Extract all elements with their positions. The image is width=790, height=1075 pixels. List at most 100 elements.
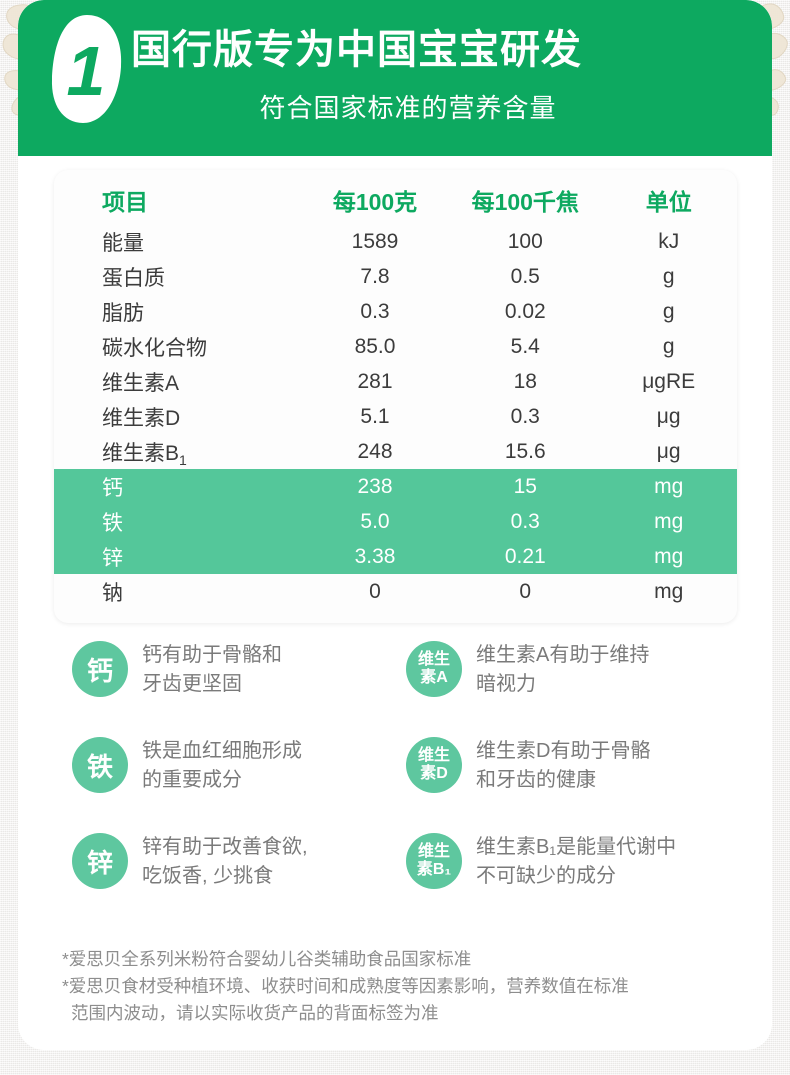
cell-per-100g: 1589 (351, 229, 399, 253)
cell-per-100kj: 18 (513, 369, 537, 393)
table-row: 碳水化合物 85.0 5.4 g (54, 329, 737, 364)
cell-unit: g (662, 334, 675, 358)
nutrient-badge-label: 素A (420, 669, 448, 686)
cell-unit: mg (654, 544, 684, 568)
nutrient-badge-icon: 钙 (72, 641, 128, 697)
benefit-item: 锌锌有助于改善食欲, 吃饭香, 少挑食 (72, 830, 402, 891)
cell-per-100kj: 0 (519, 579, 532, 603)
benefit-item: 维生 素B₁ 维生素B₁是能量代谢中 不可缺少的成分 (406, 830, 736, 891)
cell-per-100g: 281 (357, 369, 393, 393)
benefit-item: 钙钙有助于骨骼和 牙齿更坚固 (72, 638, 402, 699)
column-header-per-100g: 每100克 (332, 189, 418, 215)
cell-nutrient-name: 蛋白质 (102, 266, 165, 290)
cell-nutrient-name-subscript: 1 (179, 451, 187, 468)
cell-unit: μg (656, 404, 681, 428)
benefit-description: 锌有助于改善食欲, 吃饭香, 少挑食 (142, 836, 308, 887)
table-row: 钙 238 15 mg (54, 469, 737, 504)
nutrient-badge-label: 钙 (86, 655, 113, 686)
benefit-item: 铁铁是血红细胞形成 的重要成分 (72, 734, 402, 795)
table-header: 项目 每100克 每100千焦 单位 (54, 170, 737, 224)
column-header-per-100kj: 每100千焦 (471, 189, 579, 215)
cell-per-100kj: 15.6 (504, 439, 546, 463)
cell-nutrient-name: 钙 (102, 476, 123, 500)
nutrient-badge-label: 维生 (417, 747, 450, 764)
nutrient-badge-label: 素B₁ (416, 861, 452, 878)
cell-unit: kJ (658, 229, 680, 253)
cell-per-100g: 238 (357, 474, 393, 498)
cell-per-100g: 0 (369, 579, 381, 603)
cell-per-100kj: 0.5 (510, 264, 540, 288)
cell-per-100kj: 5.4 (510, 334, 540, 358)
table-row: 维生素D 5.1 0.3 μg (54, 399, 737, 434)
nutrition-table-card: 项目 每100克 每100千焦 单位 能量 1589 100 kJ 蛋白质 7.8 0.5 g… (54, 170, 737, 623)
nutrient-badge-icon: 维生 素A (406, 641, 462, 697)
table-body: 能量 1589 100 kJ 蛋白质 7.8 0.5 g 脂肪 0.3 0.02 g 碳水化合物 85.0… (54, 224, 737, 609)
benefit-item: 维生 素A 维生素A有助于维持 暗视力 (406, 638, 736, 699)
nutrient-badge-label: 维生 (417, 843, 450, 860)
table-row: 钠 0 0 mg (54, 574, 737, 609)
nutrient-badge-icon: 维生 素D (406, 737, 462, 793)
nutrient-badge-label: 锌 (86, 847, 113, 878)
table-row: 维生素B1 248 15.6 μg (54, 434, 737, 469)
cell-per-100kj: 0.21 (504, 544, 546, 568)
cell-per-100g: 5.0 (360, 509, 390, 533)
section-header-banner: 1 国行版专为中国宝宝研发 符合国家标准的营养含量 (18, 0, 772, 156)
cell-unit: g (662, 299, 675, 323)
table-row: 锌 3.38 0.21 mg (54, 539, 737, 574)
cell-nutrient-name: 维生素B1 (102, 441, 187, 468)
table-row: 能量 1589 100 kJ (54, 224, 737, 259)
cell-nutrient-name: 碳水化合物 (102, 336, 207, 360)
nutrient-badge-label: 铁 (86, 751, 113, 782)
cell-unit: μgRE (642, 369, 696, 393)
column-header-unit: 单位 (645, 189, 692, 215)
nutrient-badge-label: 素D (420, 765, 448, 782)
table-row: 脂肪 0.3 0.02 g (54, 294, 737, 329)
cell-per-100g: 7.8 (360, 264, 390, 288)
footnote-line: *爱思贝全系列米粉符合婴幼儿谷类辅助食品国家标准 (62, 949, 472, 969)
cell-nutrient-name: 钠 (102, 581, 123, 605)
cell-unit: mg (654, 509, 684, 533)
benefit-description: 维生素D有助于骨骼 和牙齿的健康 (476, 740, 651, 791)
cell-per-100kj: 0.3 (510, 509, 540, 533)
footnotes: *爱思贝全系列米粉符合婴幼儿谷类辅助食品国家标准 *爱思贝食材受种植环境、收获时间… (62, 946, 752, 1027)
table-row: 维生素A 281 18 μgRE (54, 364, 737, 399)
cell-unit: mg (654, 579, 684, 603)
cell-per-100g: 5.1 (360, 404, 390, 428)
nutrition-table: 项目 每100克 每100千焦 单位 能量 1589 100 kJ 蛋白质 7.8 0.5 g… (54, 170, 737, 609)
cell-nutrient-name: 铁 (102, 511, 123, 535)
cell-per-100kj: 100 (507, 229, 543, 253)
cell-nutrient-name: 维生素D (102, 406, 181, 430)
cell-unit: μg (656, 439, 681, 463)
footnote-line: 范围内波动，请以实际收货产品的背面标签为准 (71, 1003, 439, 1023)
table-row: 铁 5.0 0.3 mg (54, 504, 737, 539)
nutrient-badge-icon: 铁 (72, 737, 128, 793)
cell-per-100kj: 15 (513, 474, 537, 498)
table-header-row: 项目 每100克 每100千焦 单位 (54, 170, 737, 224)
cell-per-100kj: 0.02 (504, 299, 546, 323)
cell-unit: g (662, 264, 675, 288)
cell-nutrient-name: 维生素A (102, 371, 180, 395)
benefit-description: 铁是血红细胞形成 的重要成分 (142, 740, 302, 791)
page-subtitle: 符合国家标准的营养含量 (259, 93, 557, 123)
cell-per-100g: 0.3 (360, 299, 390, 323)
step-number-text: 1 (67, 32, 106, 110)
page-title: 国行版专为中国宝宝研发 (131, 28, 582, 72)
cell-per-100g: 85.0 (354, 334, 396, 358)
cell-per-100g: 3.38 (354, 544, 396, 568)
benefit-description: 维生素B₁是能量代谢中 不可缺少的成分 (476, 836, 677, 887)
cell-per-100kj: 0.3 (510, 404, 540, 428)
benefit-description: 维生素A有助于维持 暗视力 (476, 644, 650, 695)
nutrient-badge-icon: 锌 (72, 833, 128, 889)
cell-per-100g: 248 (357, 439, 393, 463)
cell-nutrient-name: 锌 (102, 546, 123, 570)
nutrient-badge-icon: 维生 素B₁ (406, 833, 462, 889)
cell-nutrient-name: 脂肪 (102, 301, 144, 325)
footnote-line: *爱思贝食材受种植环境、收获时间和成熟度等因素影响，营养数值在标准 (62, 976, 629, 996)
cell-unit: mg (654, 474, 684, 498)
benefit-item: 维生 素D 维生素D有助于骨骼 和牙齿的健康 (406, 734, 736, 795)
column-header-item: 项目 (102, 189, 148, 215)
benefit-description: 钙有助于骨骼和 牙齿更坚固 (142, 644, 282, 695)
cell-nutrient-name: 能量 (102, 231, 144, 255)
nutrient-badge-label: 维生 (417, 651, 450, 668)
table-row: 蛋白质 7.8 0.5 g (54, 259, 737, 294)
